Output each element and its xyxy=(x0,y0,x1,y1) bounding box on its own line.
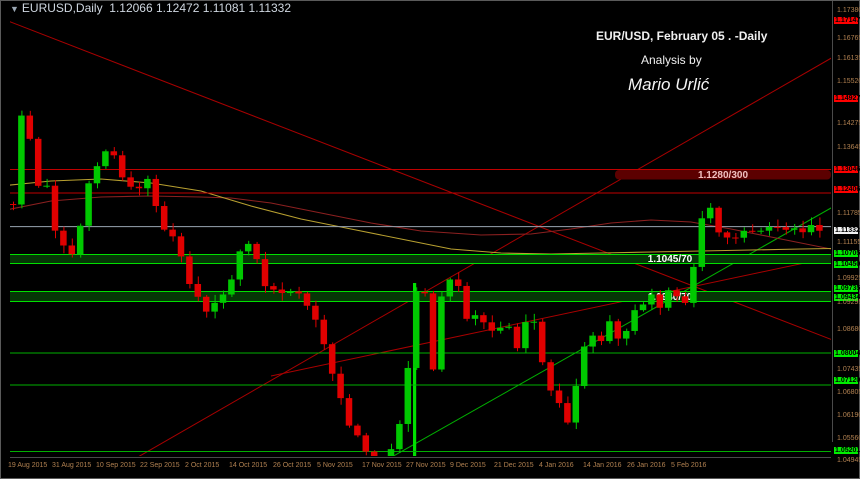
svg-text:1.1045/70: 1.1045/70 xyxy=(648,254,693,265)
svg-text:1.1280/300: 1.1280/300 xyxy=(698,170,748,181)
